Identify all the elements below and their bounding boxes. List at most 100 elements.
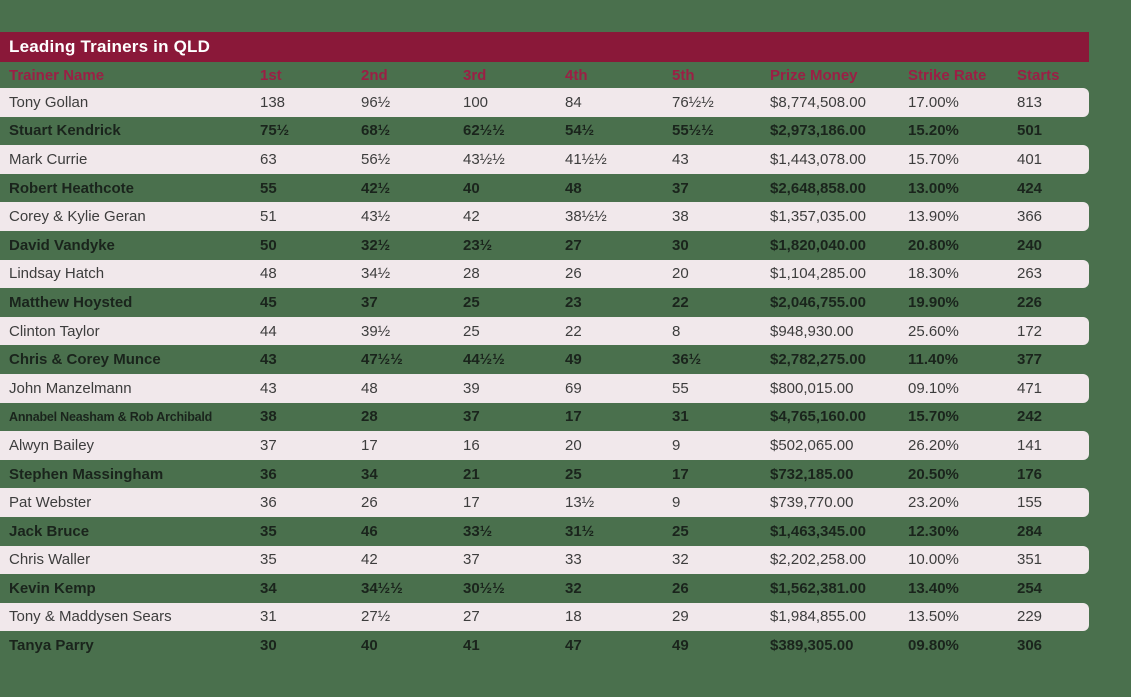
trainer-name-cell: Kevin Kemp xyxy=(9,579,96,597)
cell-5th: 30 xyxy=(672,236,689,254)
trainer-name-cell: Chris Waller xyxy=(9,551,91,569)
cell-starts: 240 xyxy=(1017,236,1043,254)
cell-strike-rate: 11.40% xyxy=(908,351,959,369)
cell-starts: 306 xyxy=(1017,637,1043,655)
cell-starts: 377 xyxy=(1017,351,1043,369)
cell-strike-rate: 19.90% xyxy=(908,293,959,311)
cell-1st: 138 xyxy=(260,93,286,111)
cell-starts: 172 xyxy=(1017,322,1043,340)
cell-5th: 8 xyxy=(672,322,681,340)
cell-5th: 55 xyxy=(672,379,689,397)
table-row: John Manzelmann 43 48 39 69 55 $800,015.00 09.1… xyxy=(0,373,1089,403)
cell-2nd: 40 xyxy=(361,637,378,655)
trainer-name-cell: Tony Gollan xyxy=(9,93,89,111)
cell-prize-money: $2,648,858.00 xyxy=(770,179,866,197)
cell-starts: 229 xyxy=(1017,608,1043,626)
column-header-row: Trainer Name 1st 2nd 3rd 4th 5th Prize Money St… xyxy=(0,62,1089,88)
cell-4th: 31½ xyxy=(565,522,595,540)
cell-5th: 9 xyxy=(672,494,681,512)
cell-starts: 471 xyxy=(1017,379,1043,397)
table-row: Mark Currie 63 56½ 43½½ 41½½ 43 $1,443,078.00 1… xyxy=(0,145,1089,174)
trainer-name-cell: John Manzelmann xyxy=(9,379,132,397)
trainer-name-cell: Matthew Hoysted xyxy=(9,293,133,311)
cell-prize-money: $1,357,035.00 xyxy=(770,208,866,226)
cell-4th: 54½ xyxy=(565,122,595,140)
trainer-name-cell: Stuart Kendrick xyxy=(9,122,121,140)
cell-2nd: 34½ xyxy=(361,265,391,283)
trainer-name-cell: Pat Webster xyxy=(9,494,92,512)
cell-starts: 263 xyxy=(1017,265,1043,283)
cell-prize-money: $8,774,508.00 xyxy=(770,93,866,111)
cell-starts: 176 xyxy=(1017,465,1043,483)
cell-3rd: 43½½ xyxy=(463,150,505,168)
cell-2nd: 34½½ xyxy=(361,579,403,597)
cell-5th: 20 xyxy=(672,265,689,283)
cell-2nd: 32½ xyxy=(361,236,391,254)
cell-4th: 27 xyxy=(565,236,582,254)
table-row: Tony Gollan 138 96½ 100 84 76½½ $8,774,508.00 1… xyxy=(0,88,1089,117)
cell-1st: 36 xyxy=(260,494,277,512)
table-row: Stephen Massingham 36 34 21 25 17 $732,185.00 2… xyxy=(0,460,1089,489)
cell-3rd: 39 xyxy=(463,379,480,397)
cell-starts: 501 xyxy=(1017,122,1043,140)
cell-starts: 226 xyxy=(1017,293,1043,311)
cell-starts: 424 xyxy=(1017,179,1043,197)
cell-3rd: 37 xyxy=(463,408,480,426)
cell-5th: 76½½ xyxy=(672,93,714,111)
cell-strike-rate: 18.30% xyxy=(908,265,959,283)
column-header-trainer-name: Trainer Name xyxy=(9,66,105,84)
cell-3rd: 100 xyxy=(463,93,489,111)
cell-4th: 22 xyxy=(565,322,582,340)
table-row: Tanya Parry 30 40 41 47 49 $389,305.00 09.80% 30… xyxy=(0,631,1089,660)
cell-4th: 84 xyxy=(565,93,582,111)
cell-2nd: 34 xyxy=(361,465,378,483)
cell-1st: 51 xyxy=(260,208,277,226)
cell-strike-rate: 25.60% xyxy=(908,322,959,340)
cell-prize-money: $2,202,258.00 xyxy=(770,551,866,569)
trainer-name-cell: Annabel Neasham & Rob Archibald xyxy=(9,409,213,424)
cell-3rd: 25 xyxy=(463,293,480,311)
trainer-name-cell: Tony & Maddysen Sears xyxy=(9,608,172,626)
cell-5th: 29 xyxy=(672,608,689,626)
table-row: Jack Bruce 35 46 33½ 31½ 25 $1,463,345.00 12.30… xyxy=(0,517,1089,546)
cell-strike-rate: 13.90% xyxy=(908,208,959,226)
cell-1st: 55 xyxy=(260,179,277,197)
cell-1st: 45 xyxy=(260,293,277,311)
table-row: Clinton Taylor 44 39½ 25 22 8 $948,930.00 25.60… xyxy=(0,316,1089,346)
cell-5th: 37 xyxy=(672,179,689,197)
cell-starts: 254 xyxy=(1017,579,1043,597)
cell-strike-rate: 12.30% xyxy=(908,522,959,540)
cell-strike-rate: 23.20% xyxy=(908,494,959,512)
cell-starts: 284 xyxy=(1017,522,1043,540)
cell-strike-rate: 15.20% xyxy=(908,122,959,140)
cell-prize-money: $1,104,285.00 xyxy=(770,265,866,283)
cell-2nd: 42 xyxy=(361,551,378,569)
cell-prize-money: $389,305.00 xyxy=(770,637,854,655)
cell-starts: 366 xyxy=(1017,208,1043,226)
table-row: David Vandyke 50 32½ 23½ 27 30 $1,820,040.00 20… xyxy=(0,231,1089,260)
cell-2nd: 26 xyxy=(361,494,378,512)
cell-prize-money: $732,185.00 xyxy=(770,465,854,483)
cell-1st: 48 xyxy=(260,265,277,283)
cell-2nd: 47½½ xyxy=(361,351,403,369)
trainer-name-cell: Robert Heathcote xyxy=(9,179,135,197)
cell-prize-money: $2,046,755.00 xyxy=(770,293,866,311)
cell-1st: 30 xyxy=(260,637,277,655)
cell-prize-money: $2,973,186.00 xyxy=(770,122,866,140)
cell-4th: 25 xyxy=(565,465,582,483)
table-row: Matthew Hoysted 45 37 25 23 22 $2,046,755.00 19… xyxy=(0,288,1089,317)
cell-strike-rate: 13.50% xyxy=(908,608,959,626)
cell-3rd: 40 xyxy=(463,179,480,197)
cell-3rd: 16 xyxy=(463,436,480,454)
cell-3rd: 41 xyxy=(463,637,480,655)
cell-strike-rate: 10.00% xyxy=(908,551,959,569)
table-row: Chris & Corey Munce 43 47½½ 44½½ 49 36½ $2,782… xyxy=(0,345,1089,374)
cell-prize-money: $4,765,160.00 xyxy=(770,408,866,426)
cell-5th: 9 xyxy=(672,436,681,454)
cell-4th: 48 xyxy=(565,179,582,197)
cell-prize-money: $2,782,275.00 xyxy=(770,351,866,369)
table-row: Tony & Maddysen Sears 31 27½ 27 18 29 $1,984,8… xyxy=(0,602,1089,632)
column-header-5th: 5th xyxy=(672,66,695,84)
cell-3rd: 28 xyxy=(463,265,480,283)
cell-2nd: 42½ xyxy=(361,179,391,197)
